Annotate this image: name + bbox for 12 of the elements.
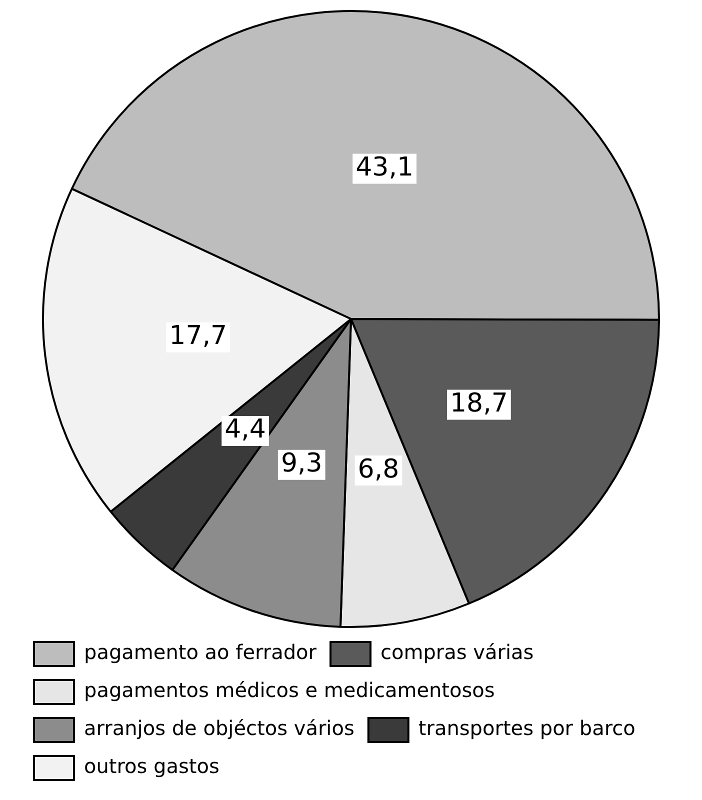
- data-label: 18,7: [450, 388, 508, 418]
- data-label: 6,8: [358, 454, 400, 484]
- legend-label: pagamento ao ferrador: [84, 640, 318, 664]
- data-label: 43,1: [356, 152, 414, 182]
- data-label: 17,7: [169, 321, 228, 352]
- data-label: 4,4: [224, 414, 266, 445]
- legend-label: outros gastos: [84, 754, 220, 778]
- legend-label: pagamentos médicos e medicamentosos: [84, 678, 495, 702]
- legend-label: transportes por barco: [418, 716, 636, 740]
- data-label: 9,3: [280, 448, 322, 479]
- legend-label: arranjos de objéctos vários: [84, 716, 354, 740]
- legend-label: compras várias: [380, 640, 534, 664]
